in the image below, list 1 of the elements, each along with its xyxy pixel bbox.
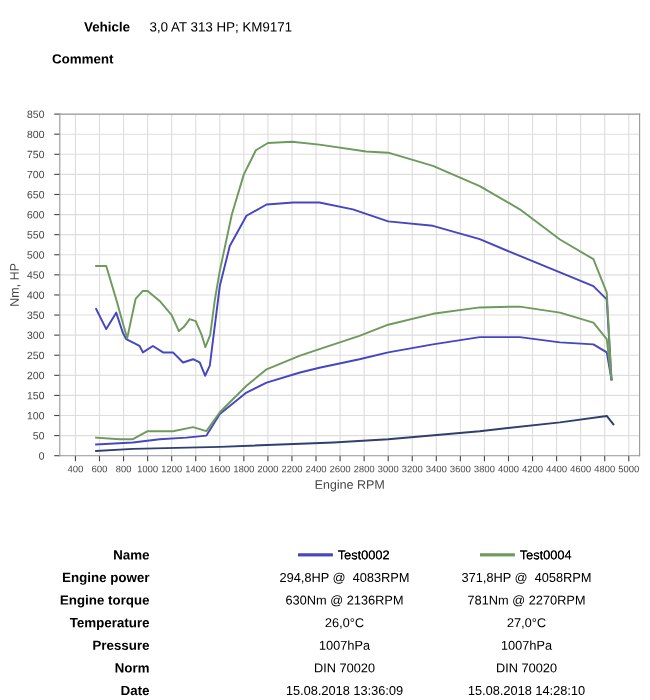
line-series [95,414,615,452]
